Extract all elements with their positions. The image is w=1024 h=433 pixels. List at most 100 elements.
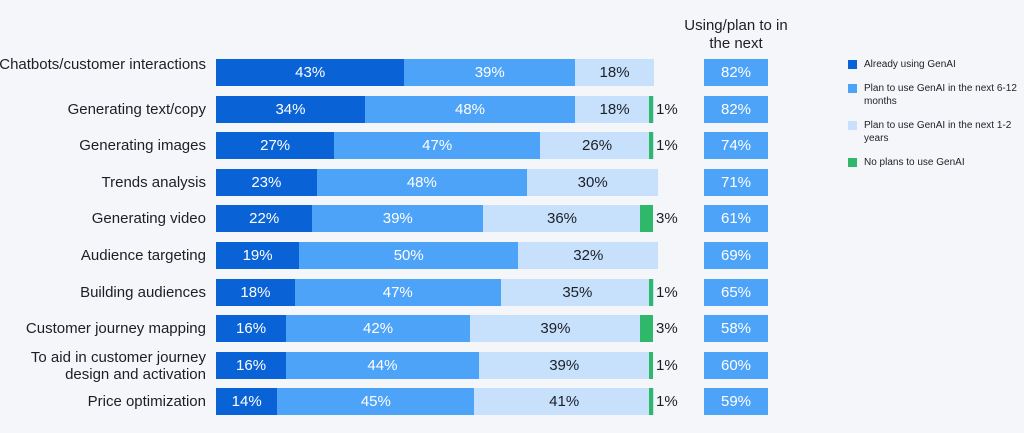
- segment-value-label: 23%: [251, 174, 282, 191]
- bar-segment-next-6-12-months: [294, 279, 501, 306]
- bar-segment-next-1-2-years: [500, 279, 654, 306]
- legend-label: No plans to use GenAI: [864, 157, 965, 168]
- legend-label: Plan to use GenAI in the next 6-12 month…: [864, 83, 1017, 107]
- segment-value-label: 48%: [406, 174, 437, 191]
- segment-value-label: 35%: [562, 284, 593, 301]
- bar-segment-next-1-2-years: [575, 59, 654, 86]
- legend-swatch: [848, 158, 857, 167]
- segment-value-label: 48%: [455, 101, 486, 118]
- total-value-box: 82%: [704, 96, 768, 123]
- segment-value-label: 32%: [573, 247, 604, 264]
- bar-segment-next-6-12-months: [299, 242, 519, 269]
- no-plans-value-label: 3%: [656, 210, 678, 227]
- bar-segment-next-1-2-years: [518, 242, 659, 269]
- category-label: Audience targeting: [80, 247, 206, 264]
- segment-value-label: 39%: [474, 64, 505, 81]
- category-label: Price optimization: [87, 393, 206, 410]
- total-value-box: 58%: [704, 315, 768, 342]
- segment-value-label: 27%: [260, 137, 291, 154]
- bar-segment-next-6-12-months: [316, 169, 527, 196]
- category-label: Generating video: [91, 210, 206, 227]
- total-value-box: 60%: [704, 352, 768, 379]
- bar-segment-next-6-12-months: [286, 315, 471, 342]
- bar-segment-no-plans: [648, 132, 653, 159]
- segment-value-label: 22%: [249, 210, 280, 227]
- bar-segment-already-using: [216, 205, 313, 232]
- bar-segment-already-using: [216, 169, 317, 196]
- segment-value-label: 47%: [382, 284, 413, 301]
- segment-value-label: 45%: [360, 393, 391, 410]
- segment-value-label: 16%: [236, 357, 267, 374]
- bar-segment-no-plans: [639, 205, 653, 232]
- segment-value-label: 18%: [240, 284, 271, 301]
- bar-segment-already-using: [216, 388, 278, 415]
- segment-value-label: 43%: [295, 64, 326, 81]
- bar-segment-next-1-2-years: [483, 205, 641, 232]
- bar-segment-next-1-2-years: [526, 169, 659, 196]
- bar-segment-already-using: [216, 242, 300, 269]
- total-value-box: 59%: [704, 388, 768, 415]
- bar-segment-no-plans: [648, 352, 653, 379]
- total-value-box: 65%: [704, 279, 768, 306]
- category-label: Chatbots/customer interactions: [0, 55, 206, 73]
- no-plans-value-label: 1%: [656, 284, 678, 301]
- segment-value-label: 26%: [582, 137, 613, 154]
- category-label: Trends analysis: [101, 174, 207, 191]
- bar-segment-next-6-12-months: [286, 352, 479, 379]
- bar-segment-next-6-12-months: [364, 96, 576, 123]
- segment-value-label: 34%: [275, 101, 306, 118]
- bar-segment-no-plans: [639, 315, 653, 342]
- no-plans-value-label: 1%: [656, 357, 678, 374]
- bar-segment-already-using: [216, 315, 287, 342]
- segment-value-label: 50%: [393, 247, 424, 264]
- bar-segment-next-6-12-months: [312, 205, 484, 232]
- total-value-box: 69%: [704, 242, 768, 269]
- bar-segment-already-using: [216, 132, 335, 159]
- bar-segment-next-1-2-years: [540, 132, 654, 159]
- no-plans-value-label: 1%: [656, 393, 678, 410]
- bar-segment-next-1-2-years: [470, 315, 641, 342]
- bar-segment-no-plans: [648, 96, 653, 123]
- bar-segment-next-1-2-years: [478, 352, 650, 379]
- category-label: To aid in customer journey design and ac…: [30, 348, 206, 383]
- segment-value-label: 36%: [546, 210, 578, 227]
- bar-segment-no-plans: [648, 388, 653, 415]
- legend-swatch: [848, 84, 857, 93]
- bar-segment-next-1-2-years: [474, 388, 654, 415]
- bar-segment-next-6-12-months: [277, 388, 475, 415]
- category-label: Building audiences: [80, 284, 206, 301]
- segment-value-label: 47%: [422, 137, 453, 154]
- total-value-box: 61%: [704, 205, 768, 232]
- bar-segment-next-6-12-months: [334, 132, 541, 159]
- segment-value-label: 18%: [599, 101, 630, 118]
- bar-segment-next-1-2-years: [575, 96, 654, 123]
- category-label: Generating text/copy: [67, 101, 206, 118]
- legend-label: Plan to use GenAI in the next 1-2 years: [864, 120, 1012, 144]
- totals-header: Using/plan to in the next: [684, 17, 788, 52]
- segment-value-label: 14%: [231, 393, 262, 410]
- bar-segment-next-6-12-months: [404, 59, 576, 86]
- no-plans-value-label: 1%: [656, 137, 678, 154]
- legend-label: Already using GenAI: [864, 59, 956, 70]
- bar-segment-already-using: [216, 279, 295, 306]
- bar-segment-already-using: [216, 352, 287, 379]
- bar-segment-no-plans: [648, 279, 653, 306]
- no-plans-value-label: 1%: [656, 101, 678, 118]
- segment-value-label: 39%: [540, 320, 571, 337]
- segment-value-label: 18%: [599, 64, 630, 81]
- segment-value-label: 42%: [363, 320, 394, 337]
- category-label: Customer journey mapping: [25, 320, 206, 337]
- segment-value-label: 16%: [236, 320, 267, 337]
- category-label: Generating images: [79, 137, 206, 154]
- segment-value-label: 30%: [577, 174, 608, 191]
- total-value-box: 74%: [704, 132, 768, 159]
- bar-segment-already-using: [216, 59, 405, 86]
- legend-item: No plans to use GenAI: [848, 156, 1018, 169]
- bar-segment-already-using: [216, 96, 365, 123]
- legend-item: Already using GenAI: [848, 58, 1018, 71]
- total-value-box: 82%: [704, 59, 768, 86]
- legend-item: Plan to use GenAI in the next 6-12 month…: [848, 82, 1018, 108]
- legend-swatch: [848, 121, 857, 130]
- legend-swatch: [848, 60, 857, 69]
